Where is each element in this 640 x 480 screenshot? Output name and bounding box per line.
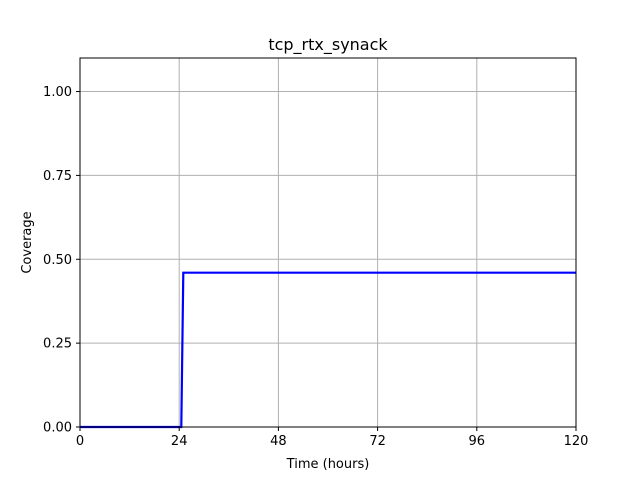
- y-tick-label: 0.25: [43, 337, 72, 352]
- ticks: 0 24 48 72 96 120 0.00 0.25 0.50 0.75 1.00: [43, 85, 588, 449]
- x-tick-label: 48: [270, 434, 287, 449]
- x-tick-label: 24: [171, 434, 188, 449]
- x-tick-label: 72: [369, 434, 386, 449]
- y-axis-label: Coverage: [20, 211, 35, 273]
- x-tick-label: 0: [76, 434, 84, 449]
- x-tick-label: 120: [564, 434, 589, 449]
- y-tick-label: 1.00: [43, 85, 72, 100]
- chart-title: tcp_rtx_synack: [268, 35, 388, 55]
- plot-frame: [79, 57, 577, 428]
- x-tick-label: 96: [469, 434, 486, 449]
- y-tick-label: 0.00: [43, 421, 72, 436]
- x-axis-label: Time (hours): [286, 457, 370, 472]
- y-tick-label: 0.75: [43, 169, 72, 184]
- y-tick-label: 0.50: [43, 253, 72, 268]
